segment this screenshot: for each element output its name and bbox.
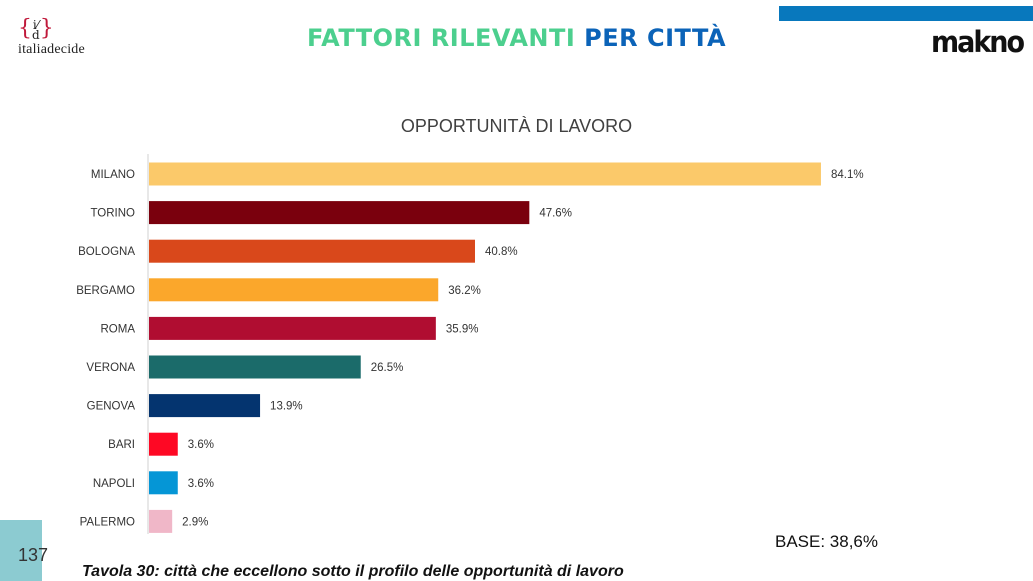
bar-milano — [149, 162, 821, 186]
bar-bologna — [149, 239, 475, 263]
category-label: BOLOGNA — [78, 246, 135, 258]
category-label: NAPOLI — [93, 478, 135, 490]
category-label: TORINO — [90, 208, 135, 220]
bar-palermo — [149, 509, 173, 533]
bar-bergamo — [149, 278, 439, 302]
category-label: MILANO — [91, 169, 135, 181]
category-label: VERONA — [86, 362, 135, 374]
base-note: BASE: 38,6% — [775, 532, 879, 551]
italiadecide-wordmark: italiadecide — [18, 42, 85, 57]
data-label: 47.6% — [539, 208, 572, 220]
page-title-part1: FATTORI RILEVANTI — [306, 24, 576, 52]
page-title: FATTORI RILEVANTI PER CITTÀ — [0, 24, 1033, 52]
data-label: 40.8% — [485, 246, 518, 258]
data-label: 3.6% — [188, 478, 214, 490]
top-accent-bar — [779, 6, 1033, 21]
category-label: ROMA — [101, 323, 136, 335]
bar-genova — [149, 394, 261, 418]
category-label: PALERMO — [80, 516, 135, 528]
page-number: 137 — [18, 545, 49, 565]
bar-bari — [149, 432, 178, 456]
bar-chart: MILANO 84.1% TORINO 47.6% BOLOGNA 40.8% BERGAM… — [76, 154, 864, 534]
italiadecide-logo: {i⁄ d} italiadecide — [18, 18, 138, 58]
category-label: BARI — [108, 439, 135, 451]
data-label: 36.2% — [448, 285, 481, 297]
bar-torino — [149, 201, 530, 225]
chart-title: OPPORTUNITÀ DI LAVORO — [400, 116, 633, 136]
category-label: BERGAMO — [76, 285, 135, 297]
makno-logo: makno — [931, 25, 1025, 60]
data-label: 3.6% — [188, 439, 214, 451]
data-label: 13.9% — [270, 401, 303, 413]
table-caption: Tavola 30: città che eccellono sotto il … — [82, 563, 624, 580]
italiadecide-mark-icon: {i⁄ d} — [18, 16, 54, 42]
bar-napoli — [149, 471, 178, 495]
data-label: 35.9% — [446, 323, 479, 335]
data-label: 26.5% — [371, 362, 404, 374]
page-title-part2: PER CITTÀ — [584, 24, 727, 52]
bar-roma — [149, 316, 436, 340]
bar-verona — [149, 355, 361, 379]
data-label: 84.1% — [831, 169, 864, 181]
category-label: GENOVA — [87, 401, 136, 413]
page-number-box — [0, 520, 42, 581]
data-label: 2.9% — [182, 516, 208, 528]
